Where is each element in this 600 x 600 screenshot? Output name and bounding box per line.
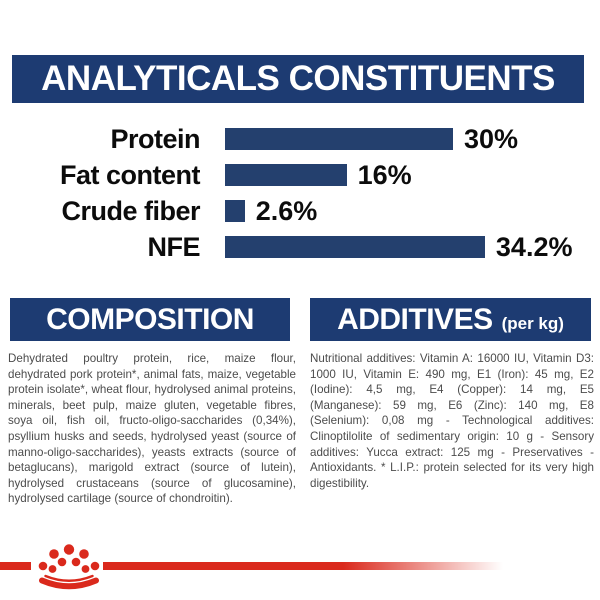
additives-body: Nutritional additives: Vitamin A: 16000 … [310,352,594,490]
analytical-constituents-banner: ANALYTICALS CONSTITUENTS [12,55,584,103]
footer-rule-left [0,562,31,570]
chart-row: Protein 30% [0,121,600,157]
chart-category-label: NFE [147,231,201,262]
chart-bar [225,164,347,186]
chart-category-label: Fat content [60,159,201,190]
chart-row: NFE 34.2% [0,229,600,265]
chart-value-label: 34.2% [495,231,573,262]
chart-bar [225,236,485,258]
footer-rule-right [103,562,503,570]
chart-row: Crude fiber 2.6% [0,193,600,229]
bar-chart: Protein 30% Fat content 16% Crude fiber 2.6% N… [0,121,600,265]
chart-category-label: Crude fiber [61,195,200,226]
additives-per-kg-label: (per kg) [501,313,564,333]
composition-body: Dehydrated poultry protein, rice, maize … [8,352,296,506]
chart-row: Fat content 16% [0,157,600,193]
chart-value-label: 30% [464,123,519,154]
chart-category-label: Protein [110,123,200,154]
composition-banner: COMPOSITION [10,298,290,341]
chart-bar [225,200,245,222]
additives-title: ADDITIVES [337,302,493,336]
royal-canin-crown-icon [37,542,101,597]
chart-value-label: 16% [357,159,412,190]
additives-banner: ADDITIVES (per kg) [310,298,591,341]
analytical-constituents-title: ANALYTICALS CONSTITUENTS [41,59,555,98]
composition-title: COMPOSITION [46,302,254,336]
chart-value-label: 2.6% [255,195,318,226]
chart-bar [225,128,453,150]
